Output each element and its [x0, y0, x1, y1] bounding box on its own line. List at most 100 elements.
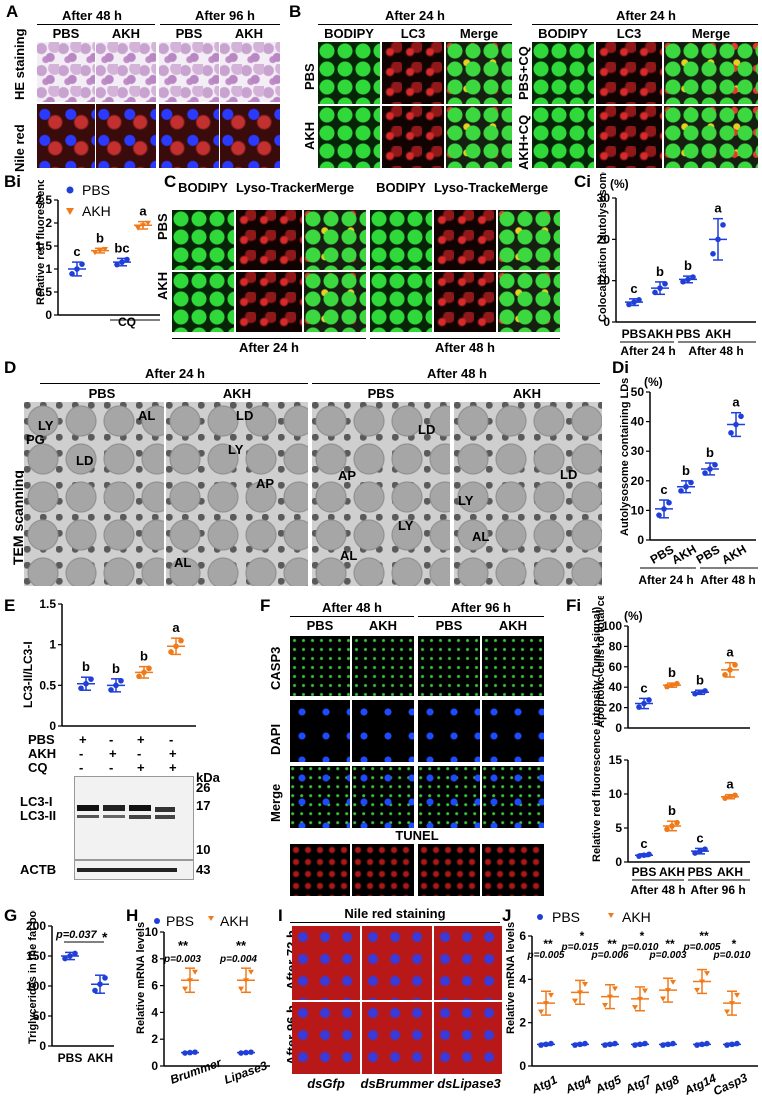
- di-ytick-label: 0: [637, 533, 644, 547]
- e-3-point: [168, 649, 174, 655]
- c-col-5: Lyso-Tracker: [434, 180, 515, 195]
- f-img-10: [352, 766, 414, 828]
- f-img-6: [352, 700, 414, 762]
- e-band-lc3-i: LC3-I: [20, 794, 53, 809]
- c-img-4: [370, 210, 432, 270]
- j-1-0-point: [548, 992, 554, 998]
- j-0-3-point: [637, 1041, 643, 1048]
- fi1-ytick-label: 60: [609, 660, 623, 674]
- ci-ylabel: Colocalization (autolysosome/LD): [597, 172, 609, 322]
- j-p-5: p=0.005: [683, 942, 721, 953]
- fi1-ytick-label: 80: [609, 639, 623, 653]
- fi-xtick-0: PBS: [632, 865, 657, 879]
- d-col-3: PBS: [367, 386, 395, 401]
- h-1-1-point: [238, 986, 244, 992]
- h-gene-2: Lipase3: [222, 1058, 269, 1086]
- f-img-2: [352, 636, 414, 696]
- ci-ytick-label: 0: [603, 315, 610, 329]
- d-ann-ld-2: LD: [236, 408, 254, 423]
- j-ylabel: Relative mRNA levels: [505, 922, 517, 1034]
- j-p-2: p=0.006: [591, 950, 629, 961]
- ci-1-point: [662, 280, 668, 287]
- ci-xtick-0: PBS: [622, 327, 647, 341]
- d-ann-ap-2: AP: [256, 476, 275, 491]
- b-img-6: [446, 106, 512, 168]
- e-marker-26: 26: [196, 780, 211, 795]
- h-0-1-point: [243, 1049, 249, 1056]
- c-img-3: [304, 210, 366, 270]
- e-marker-43: 43: [196, 862, 211, 877]
- j-star-3: *: [640, 929, 645, 943]
- b-col-merge-1: Merge: [459, 26, 499, 41]
- f-time-96h: After 96 h: [451, 600, 511, 615]
- b-img-5: [382, 106, 444, 168]
- j-1-3-point: [637, 996, 643, 1002]
- j-p-3: p=0.010: [621, 942, 659, 953]
- b-img-7: [532, 42, 594, 104]
- a-he-pbs-48: [37, 42, 95, 102]
- g-1-point: [97, 981, 103, 987]
- h-p-1: p=0.003: [163, 954, 201, 965]
- j-0-4-point: [670, 1040, 676, 1047]
- j-ytick-label: 4: [519, 972, 526, 986]
- b-time-right: After 24 h: [616, 8, 676, 23]
- i-img-1: [292, 926, 360, 1000]
- j-star-6: *: [732, 937, 737, 951]
- ci-ytick-label: 30: [597, 191, 611, 205]
- bi-2-point: [124, 256, 130, 263]
- b-img-8: [596, 42, 662, 104]
- di-2-point: [702, 470, 708, 476]
- g-pvalue: p=0.037: [55, 929, 98, 941]
- j-legend-pbs: PBS: [552, 909, 580, 925]
- d-col-1: PBS: [88, 386, 116, 401]
- j-0-2-point: [607, 1041, 613, 1048]
- c-img-2: [236, 210, 302, 270]
- di-0-point: [656, 512, 662, 518]
- j-0-1-point: [577, 1041, 583, 1048]
- fi-ylabel1: Apoptotic cells to total cells: [595, 596, 607, 728]
- j-0-5-point: [699, 1041, 705, 1048]
- ci-ytick-label: 10: [597, 274, 611, 288]
- e-row-pbs: PBS: [28, 732, 55, 747]
- fi1-2-point: [692, 690, 698, 697]
- b-img-3: [446, 42, 512, 104]
- ci-3-point: [715, 236, 721, 243]
- h-legend-pbs-marker: [154, 918, 160, 924]
- d-img-3: [312, 402, 450, 586]
- di-2-letter: b: [706, 445, 714, 460]
- bi-ytick-label: 0.5: [35, 285, 52, 299]
- h-ytick-label: 6: [151, 979, 158, 993]
- a-col-akh-1: AKH: [111, 26, 141, 41]
- e-sign-0-1: -: [109, 732, 114, 747]
- fi2-1-letter: b: [668, 803, 676, 818]
- c-col-6: Merge: [509, 180, 549, 195]
- c-col-4: BODIPY: [376, 180, 426, 195]
- bi-3-point: [135, 225, 141, 231]
- panel-label-h: H: [126, 906, 139, 925]
- j-star-4: **: [665, 937, 675, 951]
- g-1-point: [102, 975, 108, 981]
- panel-label-g: G: [4, 906, 18, 925]
- c-col-1: BODIPY: [178, 180, 228, 195]
- fi1-ytick-label: 0: [615, 721, 622, 735]
- e-1-point: [113, 682, 119, 689]
- c-col-2: Lyso-Tracker: [236, 180, 317, 195]
- bi-3-letter: a: [139, 204, 147, 219]
- fi1-3-point: [732, 662, 738, 668]
- chart-di: (%) Autolysosome containing LDs 0 10 20 30 4…: [619, 375, 758, 587]
- panel-label-ci: Ci: [574, 172, 591, 191]
- j-star-1: *: [580, 929, 585, 943]
- ci-0-point: [636, 297, 642, 303]
- e-sign-0-2: +: [137, 732, 145, 747]
- d-ann-ld-1: LD: [76, 453, 94, 468]
- j-1-3-point: [642, 988, 648, 994]
- b-img-10: [532, 106, 594, 168]
- panel-label-di: Di: [612, 358, 629, 377]
- j-0-5-point: [694, 1042, 700, 1048]
- e-sign-1-2: -: [137, 746, 142, 761]
- j-1-6-point: [734, 992, 740, 998]
- g-xtick-0: PBS: [58, 1051, 83, 1065]
- a-row-he: HE staining: [12, 28, 27, 100]
- h-0-0-point: [187, 1049, 193, 1056]
- di-xtick-3: AKH: [719, 542, 749, 567]
